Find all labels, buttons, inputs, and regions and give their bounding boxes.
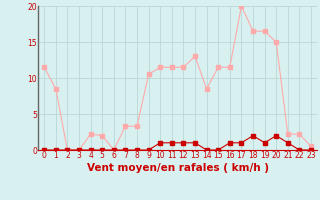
X-axis label: Vent moyen/en rafales ( km/h ): Vent moyen/en rafales ( km/h )	[87, 163, 268, 173]
